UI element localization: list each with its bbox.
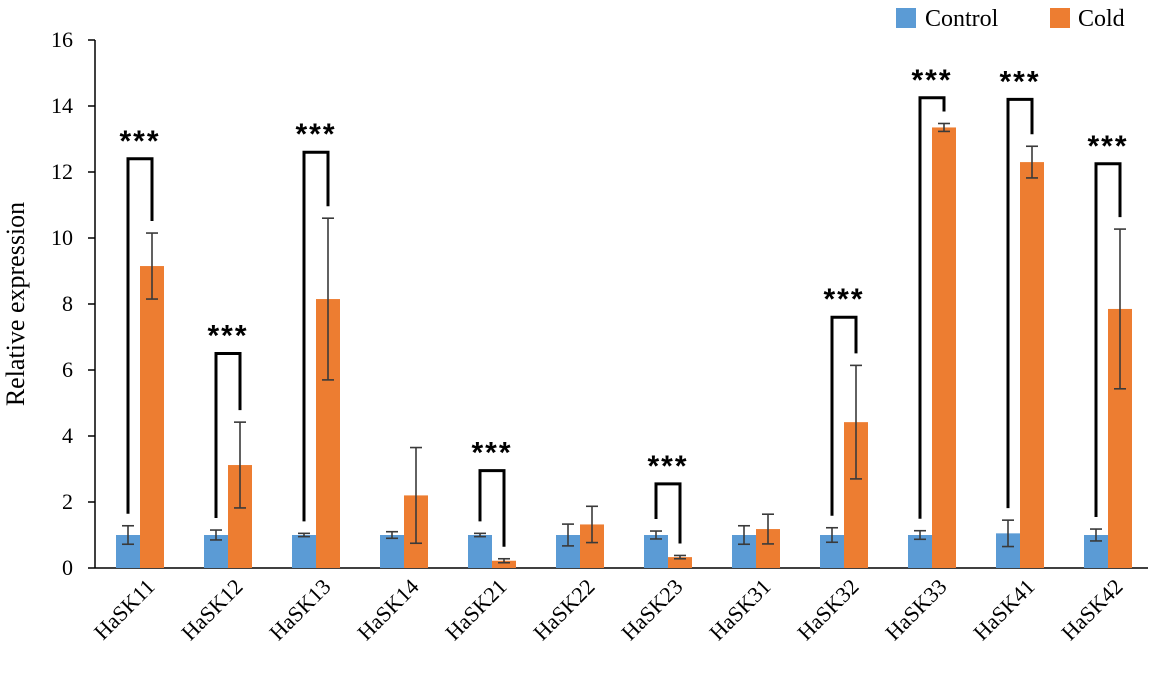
x-tick-label-hask32: HaSK32	[792, 574, 863, 645]
bar-control-hask21	[468, 535, 492, 568]
axes: 0 2 4 6 8 10 12 14 16	[51, 27, 1148, 580]
significance-label: ***	[471, 437, 512, 470]
y-tick-label: 0	[62, 555, 73, 580]
bar-cold-hask21	[492, 560, 516, 568]
significance-label: ***	[647, 450, 688, 483]
y-tick-label: 16	[51, 27, 73, 52]
bar-control-hask23	[644, 535, 668, 568]
x-tick-labels: HaSK11 HaSK12 HaSK13 HaSK14 HaSK21 HaSK22 HaSK…	[89, 574, 1128, 645]
significance-bracket	[918, 96, 946, 519]
significance-label: ***	[119, 125, 160, 158]
significance-label: ***	[1087, 130, 1128, 163]
y-tick-label: 10	[51, 225, 73, 250]
x-tick-label-hask22: HaSK22	[528, 574, 599, 645]
y-tick-label: 8	[62, 291, 73, 316]
y-tick-label: 12	[51, 159, 73, 184]
bar-cold-hask41	[1020, 162, 1044, 568]
y-tick-label: 6	[62, 357, 73, 382]
error-bars	[122, 122, 1126, 564]
legend-label-cold: Cold	[1078, 6, 1125, 32]
significance-bracket	[214, 352, 242, 519]
x-tick-label-hask41: HaSK41	[968, 574, 1039, 645]
significance-bracket	[478, 469, 506, 547]
y-tick-label: 2	[62, 489, 73, 514]
significance-label: ***	[823, 283, 864, 316]
significance-label: ***	[999, 65, 1040, 98]
bar-control-hask13	[292, 535, 316, 568]
x-tick-label-hask14: HaSK14	[352, 574, 423, 645]
bar-control-hask14	[380, 535, 404, 568]
significance-bracket	[830, 315, 858, 516]
significance-markers: *** *** *** *** *** *** *** *** ***	[119, 64, 1128, 547]
x-tick-label-hask42: HaSK42	[1056, 574, 1127, 645]
x-tick-label-hask33: HaSK33	[880, 574, 951, 645]
legend-label-control: Control	[925, 6, 999, 32]
y-axis-title: Relative expression	[1, 202, 30, 406]
bars	[116, 127, 1132, 568]
bar-cold-hask33	[932, 127, 956, 568]
x-tick-label-hask13: HaSK13	[264, 574, 335, 645]
x-tick-label-hask21: HaSK21	[440, 574, 511, 645]
significance-bracket	[1006, 97, 1034, 509]
x-tick-label-hask12: HaSK12	[176, 574, 247, 645]
bar-cold-hask11	[140, 266, 164, 568]
bar-control-hask33	[908, 535, 932, 568]
y-tick-label: 14	[51, 93, 73, 118]
significance-label: ***	[207, 320, 248, 353]
significance-label: ***	[911, 64, 952, 97]
bar-cold-hask23	[668, 557, 692, 568]
significance-label: ***	[295, 118, 336, 151]
significance-bracket	[302, 150, 330, 522]
significance-bracket	[1094, 162, 1122, 518]
legend: Control Cold	[896, 6, 1125, 32]
x-tick-label-hask11: HaSK11	[89, 574, 160, 645]
legend-swatch-control	[896, 8, 916, 28]
significance-bracket	[654, 482, 682, 544]
x-tick-label-hask23: HaSK23	[616, 574, 687, 645]
significance-bracket	[126, 157, 154, 514]
y-tick-label: 4	[62, 423, 73, 448]
x-tick-label-hask31: HaSK31	[704, 574, 775, 645]
legend-swatch-cold	[1050, 8, 1070, 28]
